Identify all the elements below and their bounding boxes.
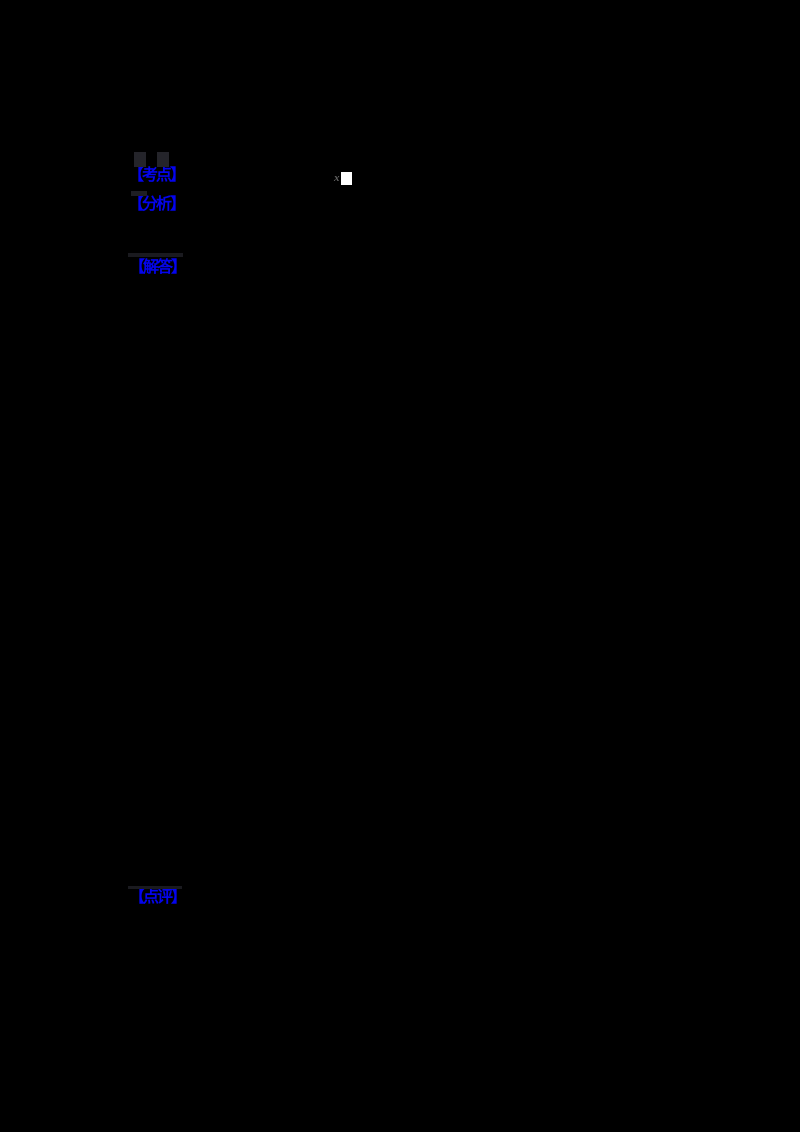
- text-artifact: [128, 253, 183, 257]
- formula-white-box: [340, 171, 352, 185]
- formula-x-glyph: x: [334, 171, 340, 184]
- text-artifact: [157, 152, 169, 167]
- inline-formula-image: x: [334, 171, 352, 185]
- section-label-analysis: 【分析】: [128, 194, 186, 213]
- section-label-comment: 【点评】: [129, 887, 187, 906]
- section-label-solution: 【解答】: [129, 257, 187, 276]
- text-artifact: [128, 886, 182, 889]
- text-artifact: [134, 152, 146, 167]
- section-label-key-points: 【考点】: [128, 165, 186, 184]
- text-artifact: [131, 191, 147, 196]
